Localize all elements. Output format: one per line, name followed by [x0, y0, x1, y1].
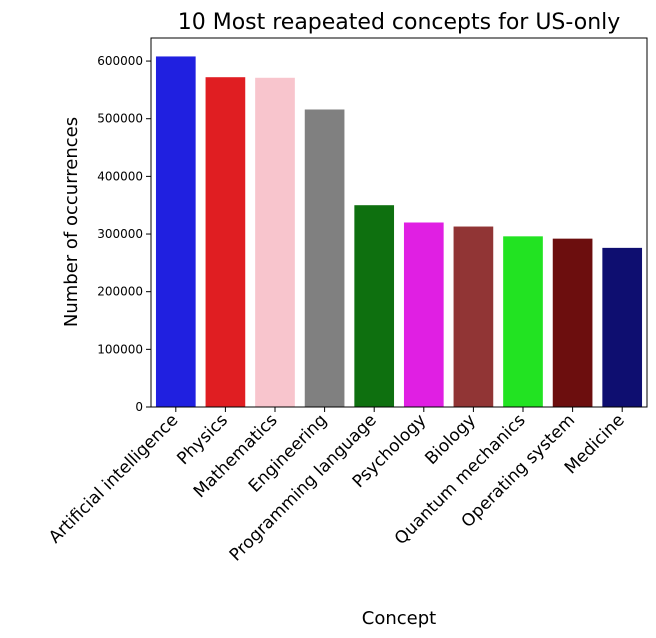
y-tick-label: 100000	[97, 342, 143, 356]
bar	[255, 77, 295, 408]
y-tick-label: 400000	[97, 169, 143, 183]
y-tick-label: 600000	[97, 54, 143, 68]
bar	[552, 238, 593, 407]
y-tick-label: 500000	[97, 112, 143, 126]
bar	[602, 247, 643, 407]
y-axis-label: Number of occurrences	[61, 117, 82, 327]
bar	[304, 109, 345, 408]
bar	[205, 77, 246, 408]
plot-frame	[150, 37, 648, 408]
bar	[354, 205, 395, 407]
bar	[503, 236, 543, 407]
y-tick-label: 300000	[97, 227, 143, 241]
bar	[403, 222, 444, 407]
y-tick-label: 0	[135, 400, 143, 414]
y-axis: 0 100000 200000 300000 400000 500000 600000	[97, 54, 151, 414]
chart-title: 10 Most reapeated concepts for US-only	[178, 10, 621, 35]
bar	[155, 56, 196, 407]
bar	[453, 226, 494, 407]
x-axis: Artificial intelligencePhysicsMathematic…	[45, 407, 629, 565]
x-axis-label: Concept	[362, 608, 436, 629]
bars-group	[155, 56, 643, 408]
y-tick-label: 200000	[97, 285, 143, 299]
x-tick-label: Artificial intelligence	[45, 410, 182, 547]
